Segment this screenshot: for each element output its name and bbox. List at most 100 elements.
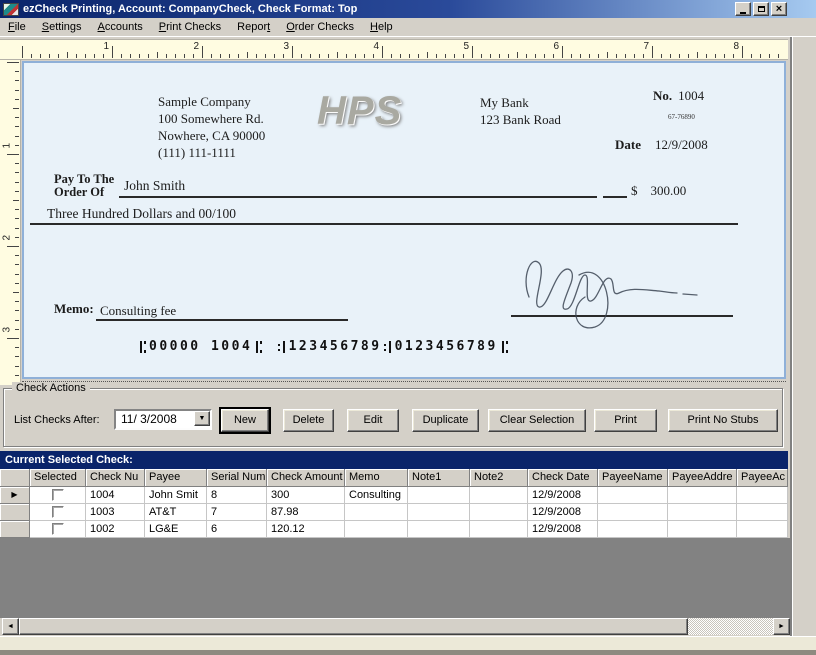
pay-to-label: Pay To The Order Of xyxy=(54,172,115,199)
clear-selection-button[interactable]: Clear Selection xyxy=(488,409,586,432)
list-checks-date-picker[interactable]: 11/ 3/2008 ▼ xyxy=(114,409,212,430)
menu-item-report[interactable]: Report xyxy=(237,21,271,33)
delete-button[interactable]: Delete xyxy=(283,409,334,432)
menu-item-file[interactable]: File xyxy=(8,21,26,33)
table-row[interactable]: 1002 LG&E 6 120.12 12/9/2008 xyxy=(0,521,788,538)
grid-cell[interactable] xyxy=(668,521,737,538)
table-row[interactable]: 1003 AT&T 7 87.98 12/9/2008 xyxy=(0,504,788,521)
grid-cell[interactable] xyxy=(668,504,737,521)
menu-item-print-checks[interactable]: Print Checks xyxy=(158,21,222,33)
grid-column-header[interactable]: Selected xyxy=(30,469,86,487)
transit-symbol xyxy=(277,340,287,353)
grid-cell[interactable]: 1004 xyxy=(86,487,145,504)
close-icon: × xyxy=(775,2,783,15)
current-selected-check-header: Current Selected Check: xyxy=(0,451,788,469)
grid-body: ▶ 1004 John Smit 8 300 Consulting 12/9/2008 100… xyxy=(0,487,788,538)
grid-column-header[interactable]: PayeeAc xyxy=(737,469,788,487)
grid-cell[interactable]: 12/9/2008 xyxy=(528,487,598,504)
onus-symbol xyxy=(500,340,509,353)
grid-column-header[interactable]: PayeeAddre xyxy=(668,469,737,487)
grid-cell[interactable] xyxy=(470,521,528,538)
check-selection-dotted-line xyxy=(22,381,786,382)
date-picker-dropdown-button[interactable]: ▼ xyxy=(194,411,210,426)
selected-checkbox-cell xyxy=(30,487,86,504)
grid-column-header[interactable]: Memo xyxy=(345,469,408,487)
grid-cell[interactable]: LG&E xyxy=(145,521,207,538)
grid-cell[interactable] xyxy=(598,504,668,521)
amount-words-underline xyxy=(30,223,738,225)
grid-header: Selected Check Nu Payee Serial Num Check Amo… xyxy=(0,469,788,487)
menu-item-help[interactable]: Help xyxy=(370,21,393,33)
minimize-button[interactable] xyxy=(735,2,751,16)
signature-line xyxy=(511,315,733,317)
scroll-right-button[interactable]: ► xyxy=(773,618,790,635)
grid-column-header[interactable]: Serial Num xyxy=(207,469,267,487)
grid-cell[interactable] xyxy=(408,504,470,521)
grid-cell[interactable]: 12/9/2008 xyxy=(528,504,598,521)
grid-column-header[interactable]: Payee xyxy=(145,469,207,487)
duplicate-button[interactable]: Duplicate xyxy=(412,409,479,432)
row-checkbox[interactable] xyxy=(51,489,64,501)
grid-cell[interactable]: 7 xyxy=(207,504,267,521)
grid-empty-area xyxy=(0,538,790,618)
window-title: ezCheck Printing, Account: CompanyCheck,… xyxy=(23,3,358,15)
grid-column-header[interactable] xyxy=(0,469,30,487)
grid-cell[interactable]: 300 xyxy=(267,487,345,504)
close-button[interactable]: × xyxy=(771,2,787,16)
grid-cell[interactable] xyxy=(737,487,788,504)
window-bottom-edge xyxy=(0,650,816,655)
onus-symbol xyxy=(254,340,263,353)
grid-column-header[interactable]: Check Nu xyxy=(86,469,145,487)
grid-cell[interactable]: 1003 xyxy=(86,504,145,521)
row-selector[interactable] xyxy=(0,504,30,521)
grid-cell[interactable] xyxy=(598,487,668,504)
print-no-stubs-button[interactable]: Print No Stubs xyxy=(668,409,778,432)
grid-cell[interactable]: John Smit xyxy=(145,487,207,504)
grid-cell[interactable] xyxy=(408,487,470,504)
grid-cell[interactable]: 8 xyxy=(207,487,267,504)
grid-cell[interactable] xyxy=(737,504,788,521)
restore-button[interactable] xyxy=(753,2,769,16)
grid-cell[interactable]: 1002 xyxy=(86,521,145,538)
payee-name: John Smith xyxy=(124,178,186,193)
restore-icon xyxy=(757,6,765,12)
grid-cell[interactable] xyxy=(668,487,737,504)
grid-column-header[interactable]: Note2 xyxy=(470,469,528,487)
row-selector[interactable] xyxy=(0,521,30,538)
grid-column-header[interactable]: Note1 xyxy=(408,469,470,487)
grid-cell[interactable] xyxy=(470,487,528,504)
grid-cell[interactable] xyxy=(470,504,528,521)
table-row[interactable]: ▶ 1004 John Smit 8 300 Consulting 12/9/2008 xyxy=(0,487,788,504)
grid-cell[interactable]: Consulting xyxy=(345,487,408,504)
row-selector[interactable]: ▶ xyxy=(0,487,30,504)
row-checkbox[interactable] xyxy=(51,523,64,535)
menu-item-order-checks[interactable]: Order Checks xyxy=(286,21,355,33)
grid-column-header[interactable]: PayeeName xyxy=(598,469,668,487)
print-button[interactable]: Print xyxy=(594,409,657,432)
edit-button[interactable]: Edit xyxy=(347,409,399,432)
grid-column-header[interactable]: Check Amount xyxy=(267,469,345,487)
grid-cell[interactable]: 12/9/2008 xyxy=(528,521,598,538)
scrollbar-track[interactable] xyxy=(688,618,773,635)
scrollbar-thumb[interactable] xyxy=(19,618,688,635)
check-preview[interactable]: Sample Company 100 Somewhere Rd. Nowhere… xyxy=(22,61,786,379)
menu-item-settings[interactable]: Settings xyxy=(41,21,82,33)
payee-underline xyxy=(119,196,597,198)
grid-cell[interactable] xyxy=(408,521,470,538)
grid-cell[interactable] xyxy=(598,521,668,538)
horizontal-scrollbar[interactable]: ◄ ► xyxy=(2,618,790,635)
grid-cell[interactable] xyxy=(345,521,408,538)
grid-cell[interactable]: 120.12 xyxy=(267,521,345,538)
grid-column-header[interactable]: Check Date xyxy=(528,469,598,487)
grid-cell[interactable]: AT&T xyxy=(145,504,207,521)
grid-cell[interactable] xyxy=(345,504,408,521)
bank-name: My Bank xyxy=(480,95,529,110)
new-button[interactable]: New xyxy=(221,409,269,432)
grid-cell[interactable]: 87.98 xyxy=(267,504,345,521)
menu-item-accounts[interactable]: Accounts xyxy=(97,21,143,33)
scroll-left-button[interactable]: ◄ xyxy=(2,618,19,635)
row-checkbox[interactable] xyxy=(51,506,64,518)
grid-cell[interactable]: 6 xyxy=(207,521,267,538)
grid-cell[interactable] xyxy=(737,521,788,538)
